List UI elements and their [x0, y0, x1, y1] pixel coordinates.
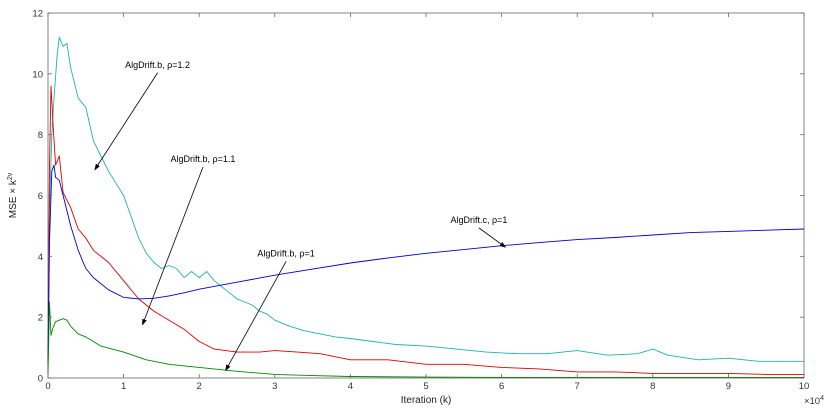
series-line-3: [47, 301, 804, 378]
series-line-2: [47, 164, 805, 363]
annotation-label: AlgDrift.b, ρ=1.2: [125, 60, 190, 70]
x-tick-label: 6: [499, 381, 504, 392]
y-tick-label: 10: [32, 69, 43, 80]
annotation-label: AlgDrift.c, ρ=1: [450, 215, 507, 225]
x-tick-label: 4: [348, 381, 353, 392]
x-tick-label: 0: [45, 381, 50, 392]
annotation-label: AlgDrift.b, ρ=1.1: [171, 154, 236, 164]
annotation-arrow: [142, 166, 204, 326]
x-axis-multiplier: ×104: [804, 395, 824, 407]
y-tick-label: 8: [38, 130, 43, 141]
annotation-layer: AlgDrift.b, ρ=1.2 AlgDrift.b, ρ=1.1 AlgDri…: [94, 60, 507, 372]
annotation-arrow: [225, 261, 287, 372]
series-line-0: [47, 36, 804, 369]
plot-frame: [47, 12, 805, 379]
x-tick-label: 7: [575, 381, 580, 392]
y-axis-label: MSE × k2ν: [7, 172, 19, 218]
annotation-label: AlgDrift.b, ρ=1: [257, 248, 314, 258]
y-tick-label: 12: [32, 9, 43, 20]
y-tick-label: 0: [38, 374, 43, 385]
x-axis-multiplier-exponent: 4: [820, 395, 824, 402]
y-tick-label: 6: [38, 191, 43, 202]
series-layer: [47, 36, 805, 378]
annotation-arrow: [94, 72, 158, 171]
x-tick-label: 1: [121, 381, 126, 392]
y-tick-label: 4: [38, 252, 43, 263]
y-axis-label-exponent: 2ν: [7, 172, 14, 180]
x-tick-label: 9: [726, 381, 731, 392]
y-tick-label: 2: [38, 313, 43, 324]
x-axis-label: Iteration (k): [401, 395, 452, 406]
x-tick-label: 10: [799, 381, 810, 392]
annotation-arrow: [478, 227, 507, 248]
series-line-1: [47, 85, 804, 375]
x-tick-label: 2: [197, 381, 202, 392]
x-tick-label: 3: [272, 381, 277, 392]
x-tick-label: 8: [650, 381, 655, 392]
plot-area-border: [47, 12, 805, 379]
x-tick-label: 5: [423, 381, 428, 392]
